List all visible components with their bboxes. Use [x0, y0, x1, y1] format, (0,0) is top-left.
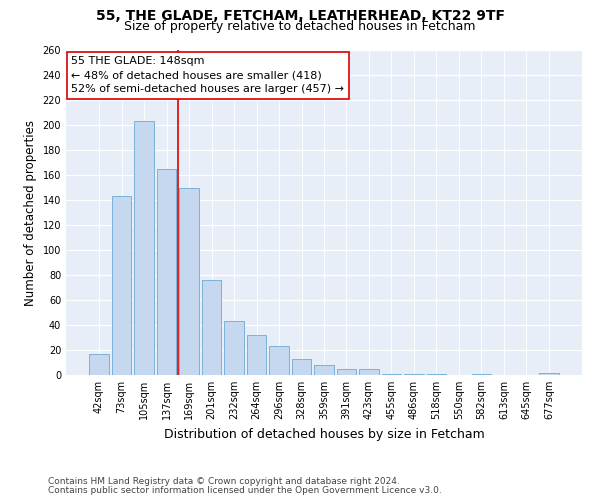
Bar — [382, 374, 401, 375]
Bar — [134, 121, 154, 375]
Bar — [472, 374, 491, 375]
Bar — [269, 346, 289, 375]
Text: 55, THE GLADE, FETCHAM, LEATHERHEAD, KT22 9TF: 55, THE GLADE, FETCHAM, LEATHERHEAD, KT2… — [95, 9, 505, 23]
Bar — [247, 335, 266, 375]
Bar — [224, 322, 244, 375]
Bar — [314, 365, 334, 375]
Bar — [337, 369, 356, 375]
Text: Contains public sector information licensed under the Open Government Licence v3: Contains public sector information licen… — [48, 486, 442, 495]
Text: Contains HM Land Registry data © Crown copyright and database right 2024.: Contains HM Land Registry data © Crown c… — [48, 477, 400, 486]
Bar — [112, 196, 131, 375]
Bar — [427, 374, 446, 375]
X-axis label: Distribution of detached houses by size in Fetcham: Distribution of detached houses by size … — [164, 428, 484, 440]
Text: 55 THE GLADE: 148sqm
← 48% of detached houses are smaller (418)
52% of semi-deta: 55 THE GLADE: 148sqm ← 48% of detached h… — [71, 56, 344, 94]
Bar — [202, 280, 221, 375]
Bar — [404, 374, 424, 375]
Bar — [359, 369, 379, 375]
Bar — [157, 169, 176, 375]
Bar — [89, 354, 109, 375]
Bar — [539, 372, 559, 375]
Bar — [179, 188, 199, 375]
Text: Size of property relative to detached houses in Fetcham: Size of property relative to detached ho… — [124, 20, 476, 33]
Bar — [292, 359, 311, 375]
Y-axis label: Number of detached properties: Number of detached properties — [24, 120, 37, 306]
